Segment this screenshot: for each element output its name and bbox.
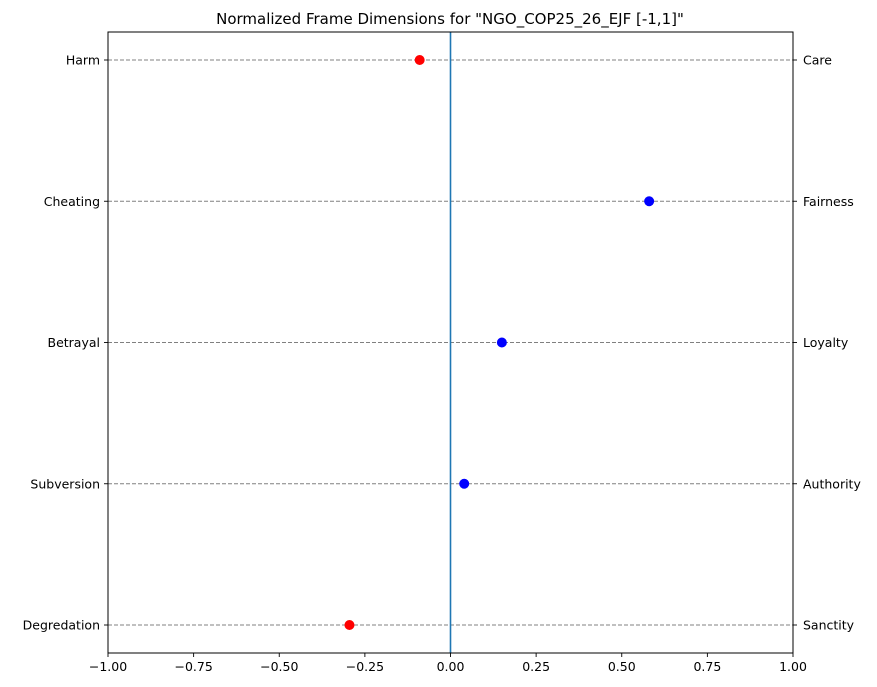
right-category-label: Loyalty	[803, 335, 849, 350]
data-point	[344, 620, 355, 630]
left-category-label: Degredation	[23, 618, 100, 633]
x-tick-label: −0.25	[346, 659, 384, 674]
x-tick-label: −1.00	[89, 659, 127, 674]
right-category-label: Care	[803, 53, 832, 68]
chart-title: Normalized Frame Dimensions for "NGO_COP…	[216, 10, 684, 29]
data-point	[459, 478, 470, 489]
x-tick-label: 0.25	[522, 659, 550, 674]
x-tick-label: 0.00	[437, 659, 465, 674]
data-point	[414, 55, 425, 65]
x-axis-ticks: −1.00 −0.75 −0.50 −0.25 0.00 0.25 0.50 0.75 1.00	[89, 653, 807, 674]
x-tick-label: −0.50	[260, 659, 298, 674]
x-tick-label: −0.75	[174, 659, 212, 674]
left-category-label: Subversion	[30, 476, 100, 491]
left-category-label: Betrayal	[48, 335, 101, 350]
right-category-labels: Care Fairness Loyalty Authority Sanctity	[793, 53, 861, 633]
left-category-label: Harm	[66, 53, 100, 68]
x-tick-label: 0.50	[608, 659, 636, 674]
data-points	[344, 55, 655, 630]
data-point	[644, 196, 655, 207]
right-category-label: Fairness	[803, 194, 854, 209]
x-tick-label: 0.75	[693, 659, 721, 674]
x-tick-label: 1.00	[779, 659, 807, 674]
left-category-labels: Harm Cheating Betrayal Subversion Degredatio…	[23, 53, 108, 633]
left-category-label: Cheating	[44, 194, 100, 209]
right-category-label: Authority	[803, 476, 861, 491]
data-point	[496, 337, 507, 348]
right-category-label: Sanctity	[803, 618, 855, 633]
